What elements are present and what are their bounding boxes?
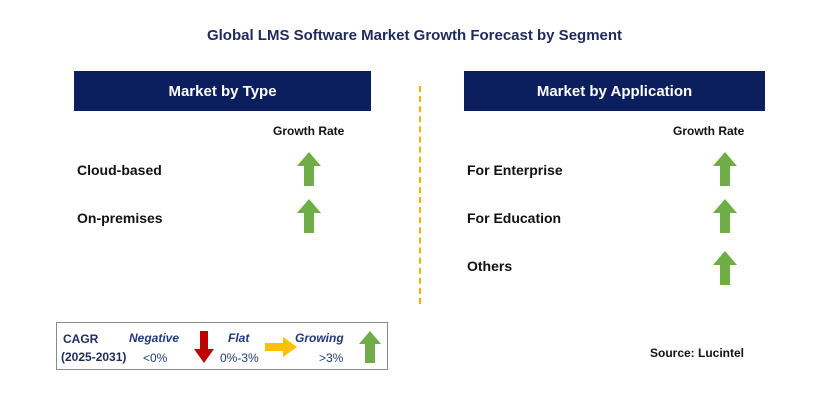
up-arrow-icon — [713, 199, 737, 233]
up-arrow-icon — [297, 152, 321, 186]
panel-divider — [419, 86, 421, 304]
up-arrow-icon — [297, 199, 321, 233]
legend-flat-label: Flat — [228, 331, 250, 345]
up-arrow-icon — [713, 152, 737, 186]
up-arrow-icon — [359, 331, 381, 363]
source-label: Source: Lucintel — [650, 346, 745, 360]
legend-period: (2025-2031) — [61, 350, 127, 364]
type-on-premises-label: On-premises — [77, 210, 163, 226]
chart-title: Global LMS Software Market Growth Foreca… — [206, 27, 623, 44]
legend-negative-label: Negative — [129, 331, 180, 345]
type-cloud-based-label: Cloud-based — [77, 162, 162, 178]
right-arrow-icon — [265, 337, 297, 357]
cagr-legend: CAGR (2025-2031) Negative <0% Flat 0%-3%… — [56, 322, 388, 370]
market-by-application-header: Market by Application — [464, 71, 765, 111]
legend-growing-range: >3% — [319, 351, 344, 365]
legend-growing-label: Growing — [295, 331, 344, 345]
application-education-label: For Education — [467, 210, 562, 226]
down-arrow-icon — [194, 331, 214, 363]
up-arrow-icon — [713, 251, 737, 285]
market-by-type-header-label: Market by Type — [168, 82, 277, 100]
right-growth-rate-label: Growth Rate — [673, 124, 745, 138]
market-by-application-header-label: Market by Application — [536, 82, 693, 100]
application-others-label: Others — [467, 258, 513, 274]
legend-negative-range: <0% — [143, 351, 168, 365]
legend-cagr-label: CAGR — [63, 332, 99, 346]
application-enterprise-label: For Enterprise — [467, 162, 563, 178]
market-by-type-header: Market by Type — [74, 71, 371, 111]
legend-flat-range: 0%-3% — [220, 351, 259, 365]
left-growth-rate-label: Growth Rate — [273, 124, 345, 138]
